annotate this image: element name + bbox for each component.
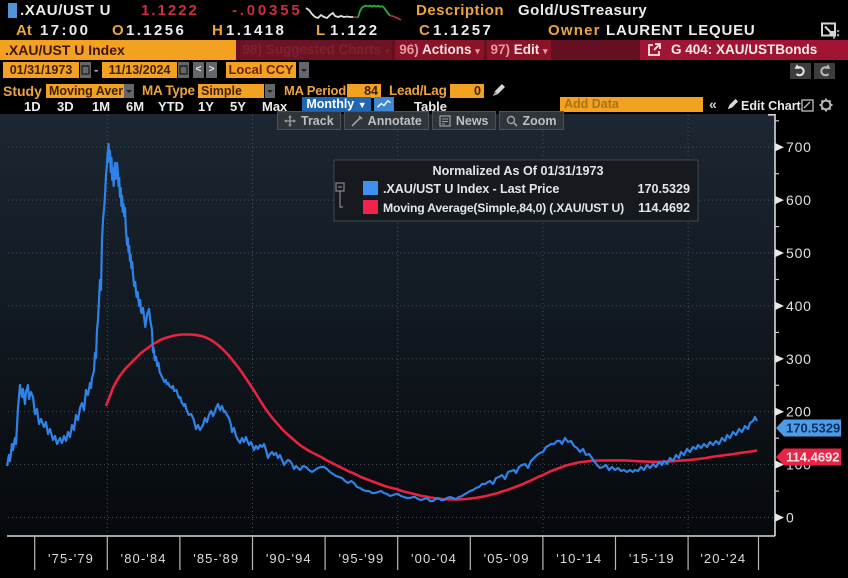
svg-text:114.4692: 114.4692 — [786, 450, 840, 465]
svg-text:'10-'14: '10-'14 — [556, 551, 602, 566]
svg-text:600: 600 — [786, 192, 812, 208]
svg-text:200: 200 — [786, 404, 812, 420]
svg-text:170.5329: 170.5329 — [637, 182, 690, 196]
svg-text:0: 0 — [786, 510, 795, 526]
svg-text:'85-'89: '85-'89 — [193, 551, 239, 566]
svg-text:'05-'09: '05-'09 — [484, 551, 530, 566]
svg-text:500: 500 — [786, 245, 812, 261]
svg-text:'95-'99: '95-'99 — [338, 551, 384, 566]
svg-text:114.4692: 114.4692 — [638, 201, 690, 215]
svg-text:'80-'84: '80-'84 — [121, 551, 167, 566]
svg-text:Normalized As Of 01/31/1973: Normalized As Of 01/31/1973 — [432, 164, 603, 178]
svg-text:400: 400 — [786, 298, 812, 314]
svg-text:170.5329: 170.5329 — [786, 421, 840, 436]
svg-text:'00-'04: '00-'04 — [411, 551, 457, 566]
svg-text:'20-'24: '20-'24 — [700, 551, 746, 566]
svg-text:700: 700 — [786, 139, 812, 155]
svg-text:300: 300 — [786, 351, 812, 367]
svg-text:.XAU/UST U Index - Last Price: .XAU/UST U Index - Last Price — [383, 182, 559, 196]
svg-text:Moving Average(Simple,84,0) (.: Moving Average(Simple,84,0) (.XAU/UST U) — [383, 201, 624, 215]
svg-text:'15-'19: '15-'19 — [629, 551, 675, 566]
svg-text:'90-'94: '90-'94 — [266, 551, 312, 566]
svg-text:'75-'79: '75-'79 — [48, 551, 94, 566]
